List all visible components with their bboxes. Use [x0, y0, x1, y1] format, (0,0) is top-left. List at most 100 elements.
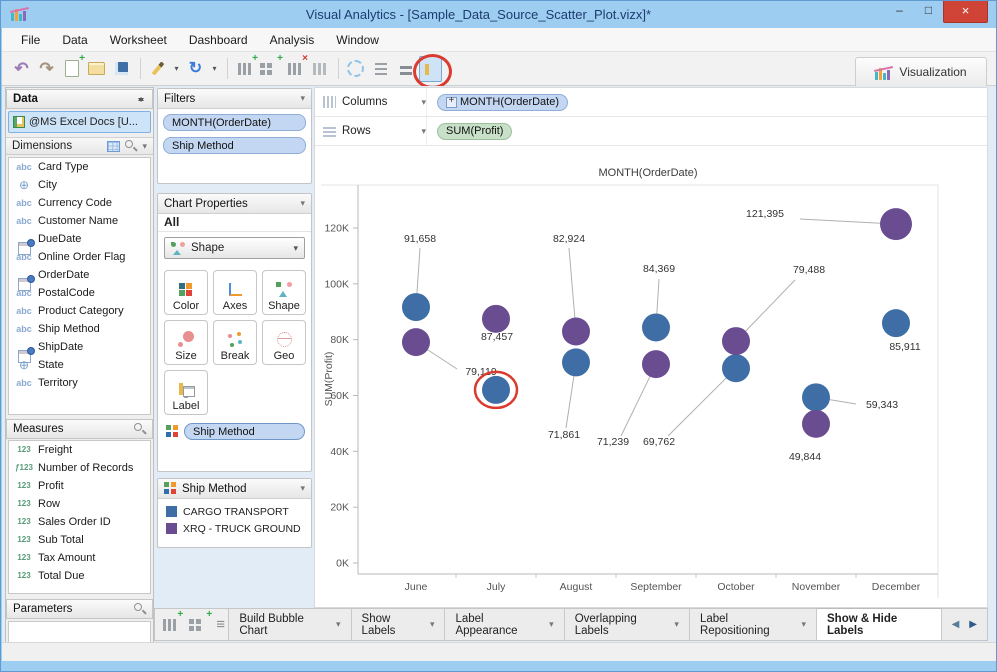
data-point[interactable]	[562, 348, 590, 377]
data-point[interactable]	[402, 328, 430, 357]
menu-item[interactable]: Window	[336, 32, 379, 47]
measure-field[interactable]: ƒ123 Number of Records	[9, 459, 150, 477]
show-labels-icon[interactable]	[413, 53, 452, 89]
dimension-field[interactable]: abc PostalCode	[9, 284, 150, 302]
refresh-icon[interactable]: ↻	[188, 59, 203, 77]
chevron-down-icon[interactable]	[300, 198, 305, 209]
search-icon[interactable]	[134, 423, 146, 435]
data-source-item[interactable]: @MS Excel Docs [U...	[8, 111, 151, 133]
new-document-icon[interactable]: +	[60, 53, 85, 82]
dimension-field[interactable]: ShipDate	[9, 338, 150, 363]
applied-field-pill[interactable]: Ship Method	[184, 423, 305, 440]
chart-plain-icon[interactable]	[308, 56, 331, 82]
break-icon[interactable]: Break	[213, 320, 257, 365]
minimize-button[interactable]: –	[896, 3, 903, 17]
measure-field[interactable]: 123 Sub Total	[9, 531, 150, 549]
columns-pill[interactable]: MONTH(OrderDate)	[437, 93, 569, 111]
chart-type-select[interactable]: Shape	[164, 237, 305, 259]
dimension-field[interactable]: abc Territory	[9, 374, 150, 392]
menu-item[interactable]: File	[21, 32, 41, 47]
rows-shelf-label[interactable]: Rows	[315, 117, 427, 145]
search-icon[interactable]	[134, 603, 146, 615]
rows-pill[interactable]: SUM(Profit)	[437, 122, 513, 140]
worksheet-tab[interactable]: Overlapping Labels	[564, 609, 690, 640]
redo-icon[interactable]: ↷	[39, 59, 54, 78]
measure-field[interactable]: 123 Tax Amount	[9, 549, 150, 567]
columns-shelf-label[interactable]: Columns	[315, 88, 427, 116]
worksheet-tab[interactable]: Label Appearance	[445, 609, 565, 640]
worksheet-list-icon[interactable]: ≡	[216, 616, 226, 633]
data-point[interactable]	[882, 309, 910, 338]
measure-field[interactable]: 123 Row	[9, 495, 150, 513]
tab-prev-icon[interactable]: ◀	[951, 619, 960, 630]
worksheet-tab[interactable]: Label Repositioning	[689, 609, 817, 640]
data-point[interactable]	[722, 354, 750, 383]
data-point[interactable]	[802, 409, 830, 438]
fit-view-icon[interactable]	[344, 56, 367, 82]
chevron-down-icon[interactable]	[421, 97, 426, 108]
expand-icon[interactable]	[446, 95, 457, 108]
axes-icon[interactable]: Axes	[213, 270, 257, 315]
data-point[interactable]	[642, 350, 670, 379]
worksheet-tab[interactable]: Build Bubble Chart	[229, 609, 352, 640]
worksheet-tab[interactable]: Show & Hide Labels	[817, 608, 942, 640]
menu-item[interactable]: Dashboard	[188, 32, 248, 47]
measure-field[interactable]: 123 Total Due	[9, 567, 150, 585]
new-dashboard-icon[interactable]: +	[187, 609, 212, 638]
data-point[interactable]	[482, 304, 510, 333]
dimension-field[interactable]: abc Card Type	[9, 158, 150, 176]
measure-field[interactable]: 123 Sales Order ID	[9, 513, 150, 531]
color-icon[interactable]: Color	[164, 270, 208, 315]
save-icon[interactable]	[110, 56, 133, 82]
dimension-field[interactable]: OrderDate	[9, 266, 150, 291]
sort-updown-icon[interactable]	[137, 94, 146, 105]
search-icon[interactable]	[125, 140, 137, 152]
tab-next-icon[interactable]: ▶	[969, 619, 977, 630]
label-icon[interactable]: Label	[164, 370, 208, 415]
connect-data-icon[interactable]	[146, 56, 169, 82]
geo-icon[interactable]: Geo	[262, 320, 306, 365]
measure-field[interactable]: 123 Freight	[9, 441, 150, 459]
open-file-icon[interactable]	[85, 56, 108, 82]
close-button[interactable]: ×	[943, 1, 988, 23]
dimension-field[interactable]: abc Ship Method	[9, 320, 150, 338]
menu-item[interactable]: Data	[62, 32, 88, 47]
chevron-down-icon[interactable]	[421, 126, 426, 137]
dimension-field[interactable]: abc Product Category	[9, 302, 150, 320]
legend-entry[interactable]: CARGO TRANSPORT	[166, 503, 303, 520]
dimension-field[interactable]: City	[9, 176, 150, 194]
new-dashboard-icon[interactable]: +	[258, 53, 283, 82]
dimension-field[interactable]: State	[9, 356, 150, 374]
data-point[interactable]	[722, 327, 750, 356]
tab-visualization[interactable]: Visualization	[855, 57, 987, 86]
data-point[interactable]	[482, 375, 510, 404]
data-point[interactable]	[880, 208, 912, 241]
dimension-field[interactable]: abc Currency Code	[9, 194, 150, 212]
undo-icon[interactable]: ↶	[14, 59, 29, 78]
data-point[interactable]	[562, 317, 590, 346]
worksheet-tab[interactable]: Show Labels	[351, 609, 446, 640]
dimension-field[interactable]: DueDate	[9, 230, 150, 255]
chevron-down-icon[interactable]	[142, 141, 147, 152]
data-point[interactable]	[642, 313, 670, 342]
shape-icon[interactable]: Shape	[262, 270, 306, 315]
filter-pill[interactable]: Ship Method	[163, 137, 306, 154]
new-chart-icon[interactable]: +	[233, 53, 258, 82]
dimension-field[interactable]: abc Online Order Flag	[9, 248, 150, 266]
size-icon[interactable]: Size	[164, 320, 208, 365]
chevron-down-icon[interactable]	[300, 93, 305, 104]
legend-entry[interactable]: XRQ - TRUCK GROUND	[166, 520, 303, 537]
menu-item[interactable]: Worksheet	[109, 32, 167, 47]
data-point[interactable]	[402, 293, 430, 322]
data-point[interactable]	[802, 383, 830, 412]
dimension-field[interactable]: abc Customer Name	[9, 212, 150, 230]
delete-chart-icon[interactable]: ×	[283, 53, 308, 82]
menu-item[interactable]: Analysis	[269, 32, 315, 47]
sort-asc-icon[interactable]	[369, 56, 392, 82]
filter-pill[interactable]: MONTH(OrderDate)	[163, 114, 306, 131]
new-worksheet-icon[interactable]: +	[158, 609, 183, 638]
scatter-plot[interactable]: MONTH(OrderDate) SUM(Profit) 0K 20K 40K 60K 80…	[316, 162, 988, 608]
measure-field[interactable]: 123 Profit	[9, 477, 150, 495]
chevron-down-icon[interactable]	[300, 483, 305, 494]
table-view-icon[interactable]	[107, 140, 121, 152]
